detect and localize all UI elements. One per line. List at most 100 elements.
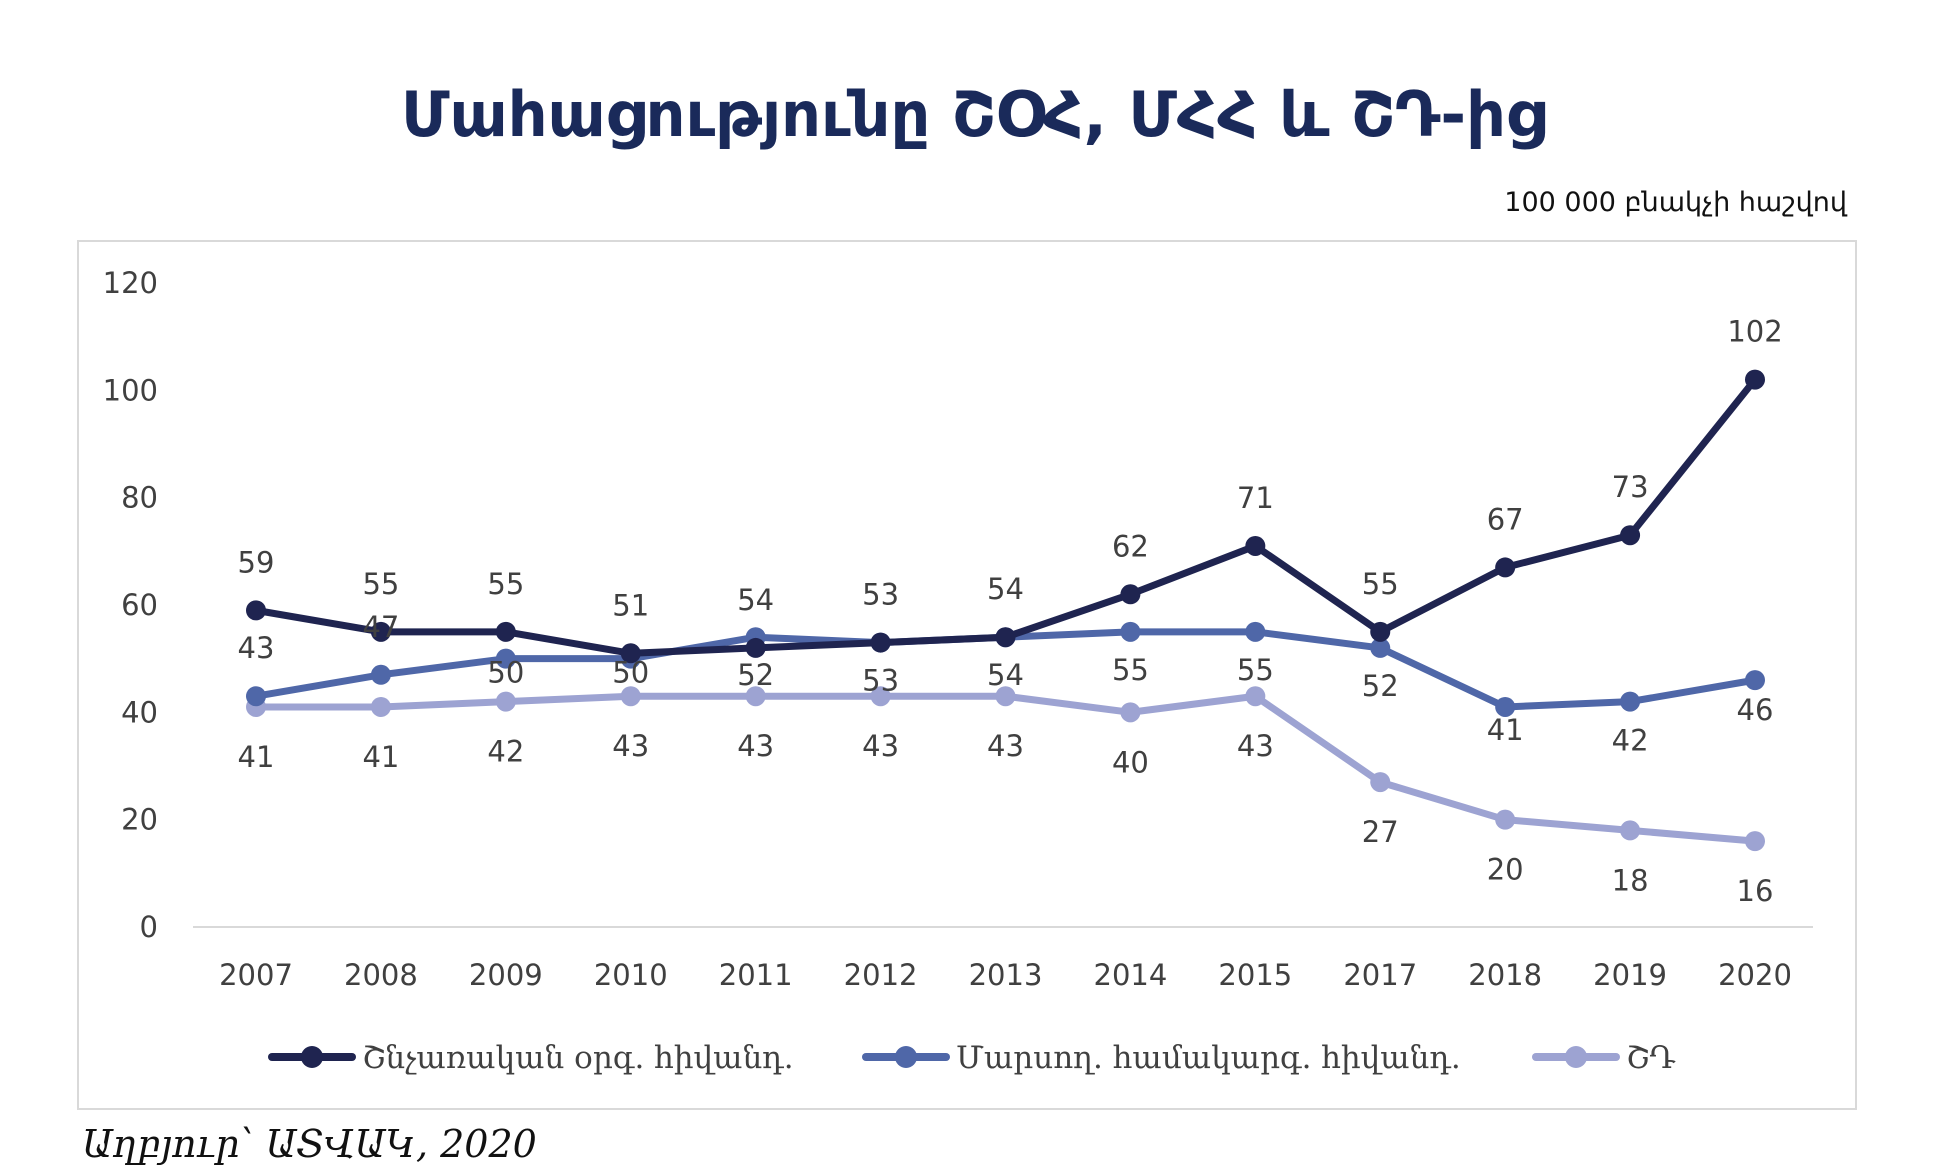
data-point — [1120, 621, 1141, 642]
data-point — [995, 686, 1016, 707]
data-label: 51 — [612, 588, 649, 622]
data-label: 41 — [1487, 713, 1524, 747]
data-point — [370, 696, 391, 717]
data-label: 43 — [1237, 729, 1274, 763]
x-tick-label: 2010 — [594, 958, 668, 992]
data-label: 43 — [737, 729, 774, 763]
data-label: 41 — [362, 740, 399, 774]
data-label: 52 — [737, 658, 774, 692]
data-label: 42 — [487, 735, 524, 769]
y-tick-label: 80 — [121, 481, 158, 515]
data-label: 54 — [987, 658, 1024, 692]
data-point — [495, 691, 516, 712]
y-tick-label: 0 — [140, 910, 158, 944]
series-1 — [246, 369, 1765, 664]
data-point — [1120, 702, 1141, 723]
data-point — [1745, 670, 1765, 691]
x-tick-label: 2012 — [844, 958, 918, 992]
data-label: 52 — [1362, 669, 1399, 703]
data-label: 55 — [1112, 653, 1149, 687]
x-tick-label: 2015 — [1218, 958, 1292, 992]
data-point — [495, 621, 516, 642]
data-label: 53 — [862, 578, 899, 612]
x-tick-label: 2008 — [344, 958, 418, 992]
data-label: 43 — [238, 631, 275, 665]
data-point — [1370, 621, 1391, 642]
legend-item: Մարսող. համակարգ. հիվանդ. — [862, 1040, 1461, 1076]
legend-item: Շնչառական օրգ. հիվանդ. — [268, 1040, 794, 1076]
data-point — [246, 600, 266, 621]
legend-item: ՇԴ — [1532, 1040, 1676, 1076]
legend-swatch-marker — [301, 1046, 323, 1068]
data-label: 53 — [862, 664, 899, 698]
data-point — [1620, 820, 1641, 841]
data-label: 42 — [1612, 724, 1649, 758]
data-label: 40 — [1112, 745, 1149, 779]
source-note: Աղբյուր՝ ԱՏՎԱԿ, 2020 — [82, 1122, 537, 1166]
x-tick-label: 2018 — [1468, 958, 1542, 992]
data-label: 59 — [238, 545, 275, 579]
data-point — [1495, 696, 1516, 717]
data-point — [1620, 691, 1641, 712]
data-point — [246, 686, 266, 707]
data-point — [1495, 809, 1516, 830]
chart-title: Մահացությունը ՇՕՀ, ՄՀՀ և ՇԴ-ից — [401, 78, 1546, 151]
y-tick-label: 40 — [121, 695, 158, 729]
data-label: 102 — [1727, 315, 1782, 349]
data-point — [370, 621, 391, 642]
legend-label: Շնչառական օրգ. հիվանդ. — [362, 1040, 794, 1076]
x-tick-label: 2017 — [1343, 958, 1417, 992]
data-label: 54 — [987, 572, 1024, 606]
data-point — [995, 627, 1016, 648]
legend-label: ՇԴ — [1626, 1040, 1676, 1076]
y-tick-label: 120 — [103, 266, 158, 300]
data-label: 55 — [1362, 567, 1399, 601]
x-tick-label: 2020 — [1718, 958, 1792, 992]
y-tick-label: 20 — [121, 803, 158, 837]
data-label: 71 — [1237, 481, 1274, 515]
data-point — [1370, 772, 1391, 793]
data-point — [870, 632, 891, 653]
x-tick-label: 2011 — [719, 958, 793, 992]
data-point — [1745, 369, 1765, 390]
data-point — [620, 643, 641, 664]
data-point — [1245, 686, 1266, 707]
chart-frame — [77, 240, 1857, 1110]
data-label: 43 — [987, 729, 1024, 763]
data-point — [495, 648, 516, 669]
legend-swatch-marker — [895, 1046, 917, 1068]
x-tick-label: 2009 — [469, 958, 543, 992]
data-label: 47 — [362, 610, 399, 644]
series-line — [252, 376, 1759, 657]
data-label: 18 — [1612, 863, 1649, 897]
data-label: 43 — [862, 729, 899, 763]
data-label: 46 — [1737, 693, 1774, 727]
data-label: 50 — [487, 656, 524, 690]
data-point — [370, 664, 391, 685]
data-label: 27 — [1362, 815, 1399, 849]
units-note: 100 000 բնակչի հաշվով — [1504, 187, 1847, 218]
data-point — [745, 686, 766, 707]
x-tick-label: 2013 — [969, 958, 1043, 992]
data-label: 16 — [1737, 874, 1774, 908]
legend-label: Մարսող. համակարգ. հիվանդ. — [956, 1040, 1461, 1076]
data-label: 55 — [487, 567, 524, 601]
data-label: 54 — [737, 583, 774, 617]
x-tick-label: 2007 — [219, 958, 293, 992]
data-point — [1245, 621, 1266, 642]
data-point — [1370, 637, 1391, 658]
data-label: 55 — [1237, 653, 1274, 687]
series-3 — [246, 686, 1765, 852]
y-tick-label: 60 — [121, 588, 158, 622]
data-point — [1245, 535, 1266, 556]
data-label: 67 — [1487, 502, 1524, 536]
data-point — [745, 637, 766, 658]
data-label: 55 — [362, 567, 399, 601]
data-label: 20 — [1487, 853, 1524, 887]
legend-swatch-marker — [1565, 1046, 1587, 1068]
data-point — [1745, 831, 1765, 852]
y-tick-label: 100 — [103, 373, 158, 407]
data-label: 73 — [1612, 470, 1649, 504]
data-point — [870, 686, 891, 707]
data-point — [1620, 525, 1641, 546]
